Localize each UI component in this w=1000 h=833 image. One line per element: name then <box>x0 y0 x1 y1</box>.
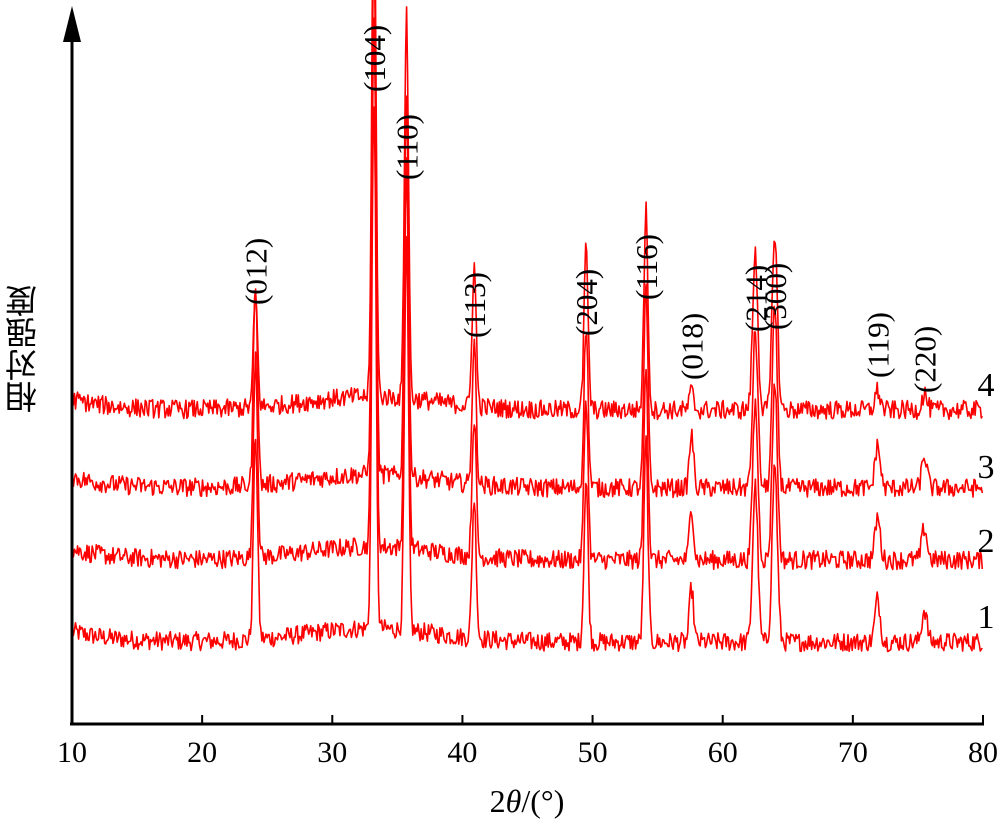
xrd-trace-2 <box>71 17 984 571</box>
peak-label: (220) <box>907 326 942 393</box>
x-tick-label: 40 <box>447 736 477 769</box>
peak-label: (204) <box>569 269 604 336</box>
peak-label: (104) <box>357 25 392 92</box>
peak-label: (110) <box>390 114 425 180</box>
x-tick-label: 30 <box>317 736 347 769</box>
xrd-trace-1 <box>71 106 983 653</box>
xrd-trace-3 <box>71 0 984 499</box>
x-tick-label: 20 <box>187 736 217 769</box>
peak-labels: (012) (104) (110) (113) (204) (116) (018) (214)… <box>239 25 943 393</box>
x-tick-label: 10 <box>57 736 87 769</box>
x-ticks: 10 20 30 40 50 60 70 80 <box>57 715 998 769</box>
x-tick-label: 80 <box>968 736 998 769</box>
xrd-traces <box>71 0 984 653</box>
x-tick-label: 70 <box>838 736 868 769</box>
x-axis-label: 2θ/(°) <box>490 783 565 819</box>
series-label-2: 2 <box>978 523 995 560</box>
y-axis-label: 相对强度 <box>4 285 42 413</box>
x-axis-label-theta: θ <box>506 783 522 819</box>
peak-label: (119) <box>861 312 896 378</box>
series-labels: 1 2 3 4 <box>978 367 995 636</box>
peak-label: (113) <box>457 272 492 338</box>
peak-label: (012) <box>239 238 274 305</box>
series-label-3: 3 <box>978 449 995 486</box>
peak-label: (214) <box>738 265 773 332</box>
peak-label: (116) <box>629 234 664 300</box>
x-tick-label: 60 <box>708 736 738 769</box>
x-tick-label: 50 <box>578 736 608 769</box>
axes <box>63 6 984 726</box>
x-axis-label-prefix: 2 <box>490 783 506 819</box>
peak-label: (300) <box>758 263 793 330</box>
x-axis-label-suffix: /(°) <box>521 783 564 819</box>
series-label-1: 1 <box>978 599 995 636</box>
peak-label: (018) <box>675 313 710 380</box>
y-axis-arrow <box>63 6 81 42</box>
xrd-trace-4 <box>71 0 983 421</box>
series-label-4: 4 <box>978 367 995 404</box>
